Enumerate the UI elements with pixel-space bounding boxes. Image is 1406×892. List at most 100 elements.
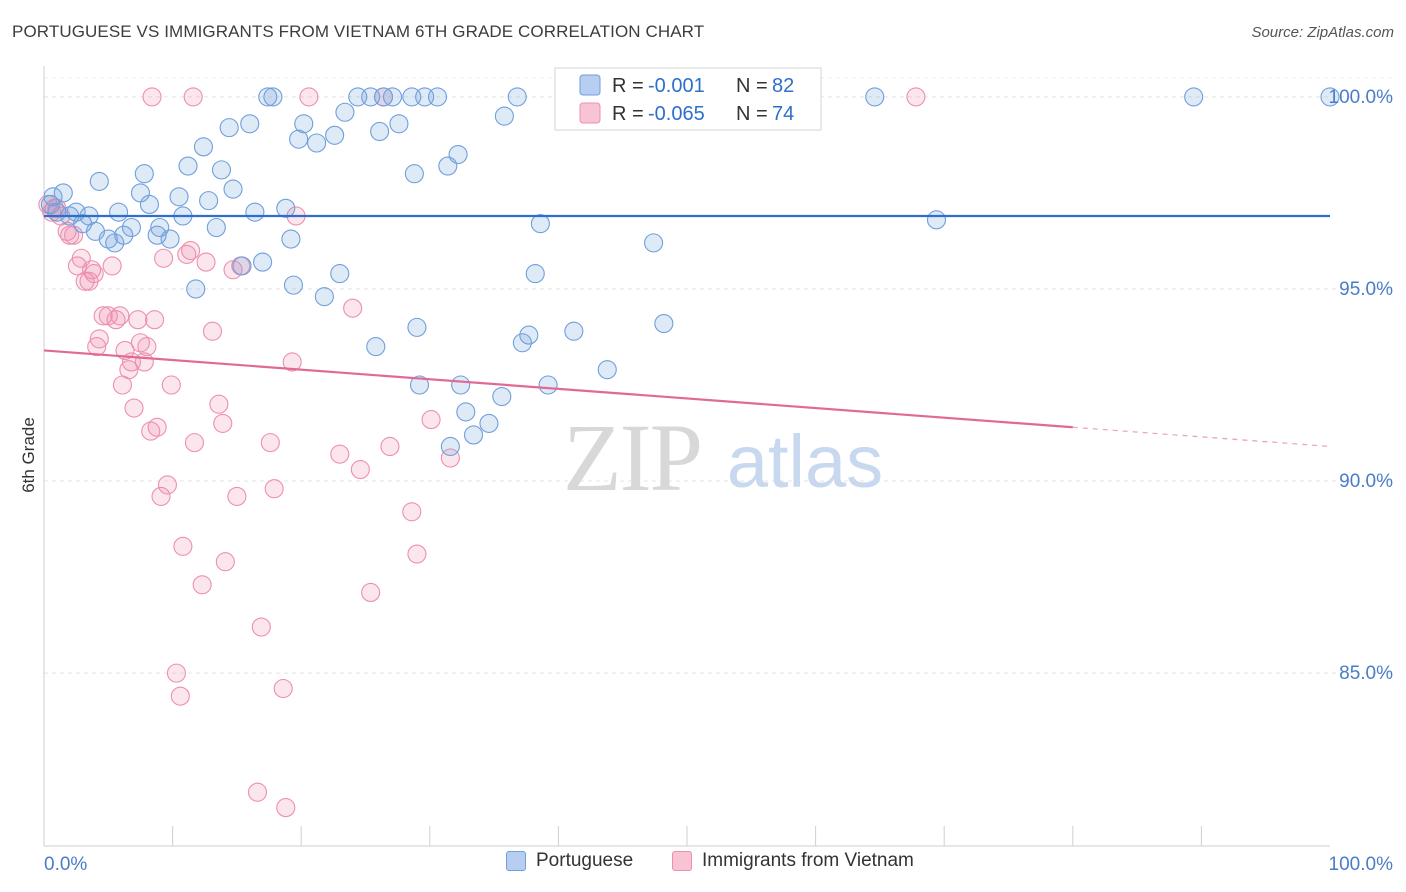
vietnam-point [196, 252, 216, 272]
portuguese-point [440, 436, 460, 457]
vietnam-point [89, 329, 109, 349]
watermark-atlas: atlas [727, 420, 883, 503]
vietnam-point [260, 433, 280, 453]
vietnam-point [106, 310, 126, 330]
x-tick-label: 100.0% [1329, 854, 1394, 875]
y-tick-label: 90.0% [1339, 471, 1393, 492]
chart-title: PORTUGUESE VS IMMIGRANTS FROM VIETNAM 6T… [12, 22, 705, 41]
portuguese-point [597, 360, 617, 380]
portuguese-point [519, 325, 539, 345]
vietnam-point [87, 337, 107, 357]
series-legend: Portuguese Immigrants from Vietnam [0, 850, 1406, 880]
vietnam-point [330, 444, 350, 464]
vietnam-point [282, 352, 302, 372]
vietnam-point [407, 544, 427, 564]
portuguese-point [276, 198, 296, 218]
tick-labels: 100.0% 95.0% 90.0% 85.0% 0.0% 100.0% [44, 87, 1393, 875]
portuguese-point [232, 256, 252, 276]
vietnam-trend-line [43, 349, 1073, 429]
portuguese-point [492, 386, 512, 407]
portuguese-point [206, 217, 226, 238]
portuguese-point [289, 129, 309, 149]
vietnam-point [119, 360, 139, 380]
portuguese-point [160, 229, 180, 249]
vietnam-point [142, 87, 162, 107]
portuguese-point [199, 191, 219, 211]
portuguese-point [186, 279, 206, 299]
portuguese-point [538, 375, 558, 395]
vietnam-point [173, 536, 193, 556]
portuguese-point [404, 164, 424, 184]
vietnam-point [421, 410, 441, 430]
portuguese-point [53, 183, 73, 203]
vietnam-point [251, 617, 271, 637]
portuguese-point [564, 321, 584, 341]
vietnam-point [215, 552, 235, 572]
vietnam-point [177, 244, 197, 264]
portuguese-point [654, 313, 674, 334]
portuguese-point [139, 194, 160, 215]
vietnam-point [166, 663, 187, 683]
portuguese-point [507, 87, 527, 107]
x-tick-label: 0.0% [44, 854, 87, 875]
portuguese-point [169, 187, 189, 207]
legend-n-value-2: 74 [772, 103, 794, 125]
portuguese-point [512, 333, 532, 353]
portuguese-point [283, 275, 304, 295]
vietnam-point [192, 575, 212, 595]
legend-r-value-1: -0.001 [648, 75, 705, 97]
vietnam-point [227, 486, 247, 506]
legend-item-vietnam: Immigrants from Vietnam [672, 850, 914, 872]
vietnam-point [154, 248, 174, 268]
vietnam-point [380, 436, 400, 457]
portuguese-point [43, 187, 63, 207]
trend-lines [43, 214, 1331, 448]
vietnam-point [184, 433, 205, 453]
vietnam-point [276, 798, 296, 818]
vietnam-point [181, 241, 201, 261]
vietnam-point [124, 398, 144, 418]
portuguese-point [178, 156, 198, 176]
portuguese-point [134, 164, 154, 184]
portuguese-point [219, 118, 239, 138]
svg-text:R = -0.001 N =: R = -0.001 N = 82 [612, 75, 794, 97]
vietnam-point [247, 782, 268, 802]
legend-n-label-1: N = [736, 75, 768, 97]
portuguese-point [114, 225, 134, 245]
vietnam-point [110, 306, 130, 326]
portuguese-point [253, 252, 273, 272]
portuguese-point [121, 217, 141, 238]
legend-label-portuguese: Portuguese [536, 850, 634, 871]
legend-n-value-1: 82 [772, 75, 794, 97]
portuguese-point [40, 194, 60, 215]
legend-r-value-2: -0.065 [648, 103, 705, 125]
portuguese-point [389, 114, 409, 134]
vietnam-point [209, 394, 229, 414]
legend-label-vietnam: Immigrants from Vietnam [702, 850, 914, 871]
watermark-zip: ZIP [563, 404, 701, 511]
vietnam-point [170, 686, 190, 706]
portuguese-point [89, 171, 109, 191]
vietnam-point [906, 87, 926, 107]
portuguese-point [448, 144, 468, 165]
portuguese-point [525, 264, 545, 284]
vietnam-point [264, 479, 284, 499]
vietnam-point [183, 87, 203, 107]
portuguese-point [193, 137, 214, 157]
vietnam-point [145, 310, 165, 330]
portuguese-point [281, 229, 301, 249]
portuguese-point [258, 87, 278, 107]
vietnam-point [102, 256, 122, 276]
portuguese-point [494, 106, 514, 126]
vietnam-point [161, 375, 181, 395]
portuguese-point [330, 264, 350, 284]
portuguese-point [451, 375, 471, 395]
y-tick-label: 95.0% [1339, 279, 1393, 300]
vietnam-point [128, 310, 148, 330]
portuguese-point [109, 202, 129, 222]
vietnam-point [137, 337, 157, 357]
portuguese-point [407, 317, 427, 337]
legend-swatch [672, 851, 692, 871]
legend-swatch-vietnam [579, 102, 601, 124]
